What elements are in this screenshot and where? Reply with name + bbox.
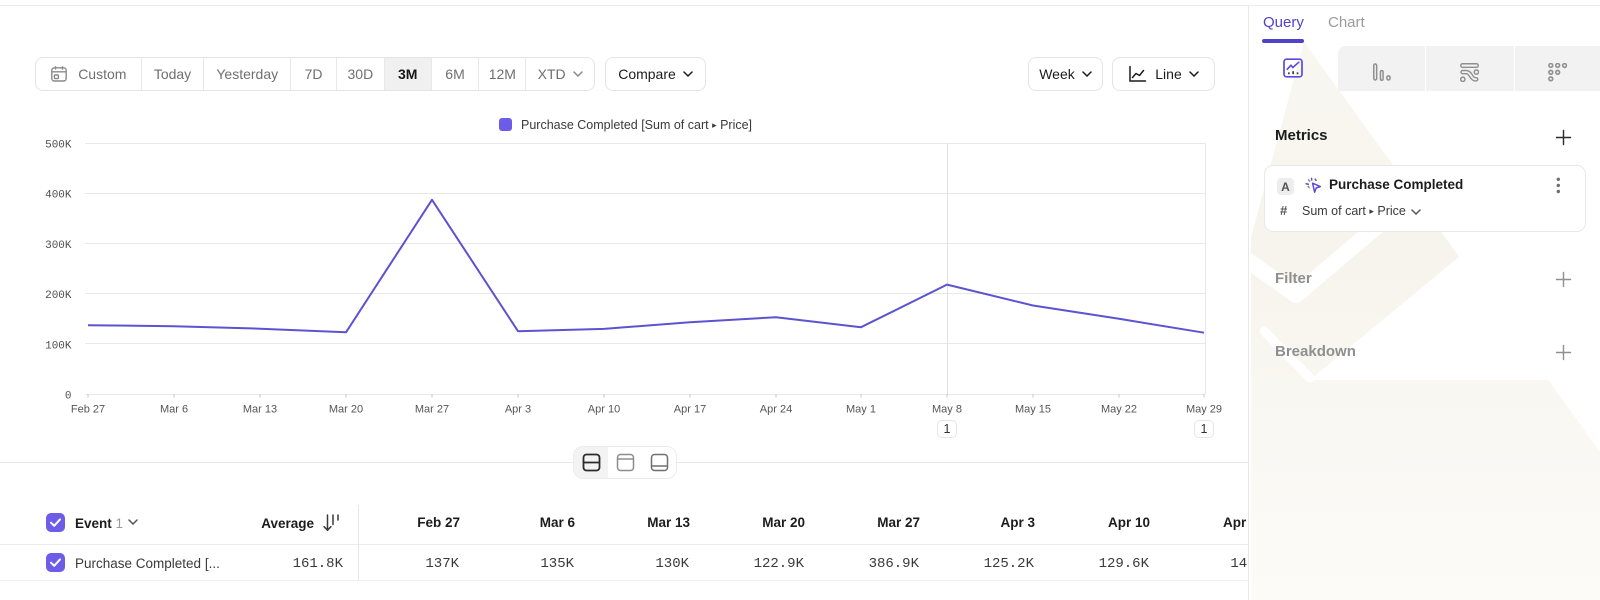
svg-text:Apr 3: Apr 3 bbox=[505, 403, 531, 415]
svg-text:300K: 300K bbox=[45, 240, 72, 252]
svg-text:Feb 27: Feb 27 bbox=[71, 403, 105, 415]
svg-text:Apr 24: Apr 24 bbox=[760, 403, 792, 415]
svg-text:May 15: May 15 bbox=[1015, 403, 1051, 415]
svg-text:0: 0 bbox=[65, 391, 72, 403]
svg-text:Mar 13: Mar 13 bbox=[243, 403, 277, 415]
svg-text:400K: 400K bbox=[45, 190, 72, 202]
svg-text:May 1: May 1 bbox=[846, 403, 876, 415]
svg-text:May 8: May 8 bbox=[932, 403, 962, 415]
svg-text:Apr 17: Apr 17 bbox=[674, 403, 706, 415]
svg-text:Apr 10: Apr 10 bbox=[588, 403, 620, 415]
svg-text:Mar 6: Mar 6 bbox=[160, 403, 188, 415]
svg-text:200K: 200K bbox=[45, 290, 72, 302]
svg-text:Mar 20: Mar 20 bbox=[329, 403, 363, 415]
svg-text:May 22: May 22 bbox=[1101, 403, 1137, 415]
svg-text:100K: 100K bbox=[45, 340, 72, 352]
svg-text:May 29: May 29 bbox=[1186, 403, 1222, 415]
svg-text:500K: 500K bbox=[45, 140, 72, 152]
svg-text:Mar 27: Mar 27 bbox=[415, 403, 449, 415]
